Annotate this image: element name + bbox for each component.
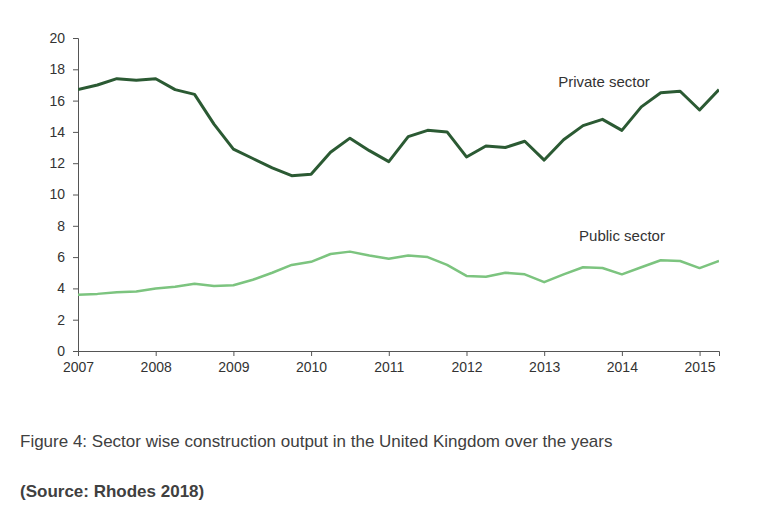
y-axis-line [73,39,79,352]
x-tick-label: 2010 [296,359,327,375]
x-tick-label: 2015 [684,359,715,375]
x-tick-mark [311,351,312,356]
y-tick: 14 [49,124,78,140]
series-line [78,252,719,295]
plot-area [78,79,719,295]
y-tick-label: 16 [49,93,65,109]
y-tick-mark [73,195,78,196]
y-tick: 6 [57,249,78,265]
y-tick: 0 [57,343,78,359]
y-tick: 8 [57,218,78,234]
x-tick-label: 2013 [529,359,560,375]
y-tick: 18 [49,61,78,77]
y-tick-mark [73,69,78,70]
x-tick-label: 2014 [607,359,638,375]
x-tick-label: 2009 [218,359,249,375]
x-tick-label: 2011 [374,359,404,375]
y-tick: 20 [49,30,78,46]
x-tick-mark [622,351,623,356]
x-axis: 2007 2008 2009 2010 2011 2012 2013 2014 2015 [63,351,720,375]
x-tick: 2011 [374,351,404,375]
series-line [78,79,719,176]
y-tick-mark [73,101,78,102]
y-tick-mark [73,257,78,258]
y-tick-mark [73,163,78,164]
y-tick-label: 12 [49,155,65,171]
y-tick-label: 20 [49,30,65,46]
x-tick-label: 2008 [141,359,172,375]
y-tick-label: 0 [57,343,65,359]
y-tick-mark [73,132,78,133]
x-tick: 2014 [607,351,638,375]
x-tick: 2007 [63,351,94,375]
y-tick-mark [73,38,78,39]
x-tick: 2010 [296,351,327,375]
y-tick-mark [73,320,78,321]
series-label: Public sector [579,227,665,244]
y-tick-mark [73,288,78,289]
y-tick: 2 [57,312,78,328]
y-tick-label: 2 [57,312,65,328]
x-tick: 2015 [684,351,715,375]
source: (Source: Rhodes 2018) [20,482,204,501]
x-tick-mark [78,351,79,356]
y-tick-label: 4 [57,280,65,296]
x-tick-mark [466,351,467,356]
y-tick-label: 6 [57,249,65,265]
x-tick-mark [389,351,390,356]
x-tick-label: 2007 [63,359,94,375]
x-tick-mark [156,351,157,356]
x-tick: 2012 [451,351,482,375]
x-tick-label: 2012 [451,359,482,375]
x-tick-mark [544,351,545,356]
x-tick-mark [233,351,234,356]
y-tick: 16 [49,93,78,109]
caption: Figure 4: Sector wise construction outpu… [20,432,612,451]
chart: 0 2 4 6 8 10 12 14 16 18 20 2007 2008 2009 2010 2011 201… [0,0,774,522]
y-tick-label: 14 [49,124,65,140]
series-label: Private sector [558,73,650,90]
x-tick: 2013 [529,351,560,375]
x-axis-line [79,352,720,357]
y-tick: 12 [49,155,78,171]
y-tick-label: 18 [49,61,65,77]
x-tick: 2008 [141,351,172,375]
x-tick: 2009 [218,351,249,375]
y-tick-label: 10 [49,186,65,202]
y-tick: 10 [49,186,78,202]
y-tick: 4 [57,280,78,296]
y-axis: 0 2 4 6 8 10 12 14 16 18 20 [49,30,78,359]
y-tick-mark [73,226,78,227]
y-tick-label: 8 [57,218,65,234]
y-tick-mark [73,351,78,352]
x-tick-mark [700,351,701,356]
